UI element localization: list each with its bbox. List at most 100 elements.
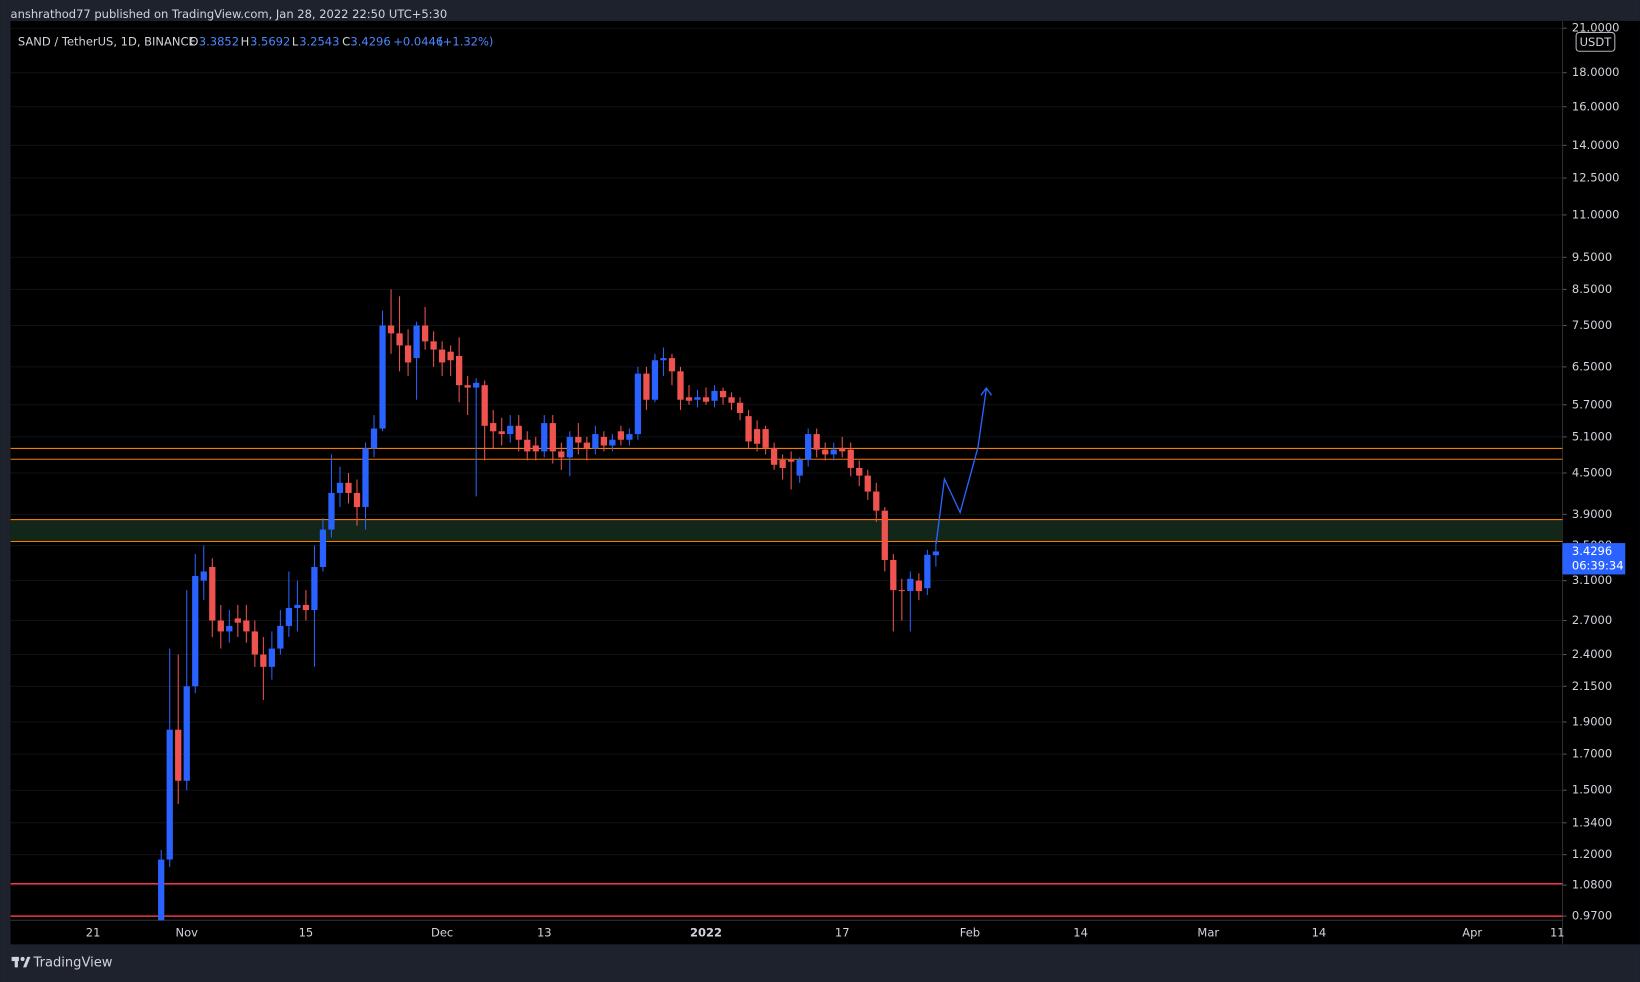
candle-body: [481, 385, 488, 426]
legend-high: 3.5692: [250, 34, 290, 48]
y-tick-label: 8.5000: [1572, 282, 1612, 296]
candle-body: [234, 618, 241, 623]
candle-body: [413, 325, 420, 359]
currency-box[interactable]: [1575, 31, 1616, 52]
candle-body: [907, 578, 914, 592]
last-price: 3.4296: [1572, 544, 1612, 558]
candle-body: [515, 425, 522, 440]
y-tick-label: 9.5000: [1572, 250, 1612, 264]
x-tick-label: Dec: [431, 925, 453, 939]
candle-body: [753, 429, 761, 444]
candle-body: [217, 620, 224, 632]
y-tick-label: 4.5000: [1572, 466, 1612, 480]
candle-body: [668, 358, 676, 372]
legend-low: 3.2543: [299, 34, 339, 48]
publish-info: anshrathod77 published on TradingView.co…: [11, 7, 448, 21]
y-tick-label: 6.5000: [1572, 359, 1612, 373]
x-tick-label: 21: [86, 925, 101, 939]
candle-body: [192, 576, 199, 687]
candle-body: [881, 510, 888, 560]
x-tick-label: Nov: [176, 925, 199, 939]
currency[interactable]: USDT: [1580, 35, 1613, 49]
candle-body: [345, 482, 352, 493]
candle-body: [873, 491, 880, 511]
y-tick-label: 3.9000: [1572, 507, 1612, 521]
candle-body: [260, 654, 267, 667]
last-price-box: [1562, 543, 1626, 575]
countdown: 06:39:34: [1572, 559, 1624, 573]
candle-body: [736, 402, 744, 413]
candle-body: [379, 325, 386, 429]
y-tick-label: 1.9000: [1572, 714, 1612, 728]
legend-close: 3.4296: [350, 34, 390, 48]
candle-body: [507, 425, 514, 435]
y-tick-label: 2.4000: [1572, 647, 1612, 661]
candle-body: [575, 436, 582, 443]
legend-key: O: [189, 34, 198, 48]
candle-body: [694, 397, 701, 400]
x-tick-label: 2022: [690, 925, 722, 939]
candle-body: [430, 341, 437, 350]
arrow-head: [980, 386, 993, 396]
candle-body: [711, 390, 718, 401]
candle-body: [779, 459, 786, 468]
candle-body: [796, 459, 803, 476]
y-tick-label: 2.7000: [1572, 613, 1612, 627]
brand-logo: [11, 956, 31, 968]
candle-body: [277, 625, 284, 649]
candle-body: [285, 607, 293, 626]
candle-body: [158, 859, 165, 921]
y-tick-label: 11.0000: [1572, 207, 1620, 221]
projection-arrow: [935, 388, 987, 544]
x-tick-label: 14: [1312, 925, 1327, 939]
candle-body: [336, 482, 344, 493]
candle-body: [626, 434, 633, 440]
plot-background: [10, 20, 1640, 945]
y-tick-label: 2.1500: [1572, 679, 1612, 693]
candle-body: [464, 385, 471, 388]
candle-body: [311, 566, 318, 611]
y-tick-label: 1.0800: [1572, 878, 1612, 892]
candle-body: [685, 397, 693, 401]
candle-body: [421, 325, 429, 342]
plot: [10, 289, 1563, 921]
candle-body: [268, 648, 276, 667]
y-tick-label: 0.9700: [1572, 909, 1612, 923]
candle-body: [294, 604, 301, 608]
x-tick-label: 14: [1073, 925, 1088, 939]
candle-body: [226, 625, 233, 632]
y-tick-label: 14.0000: [1572, 138, 1620, 152]
candle-body: [634, 373, 642, 435]
candle-body: [387, 325, 395, 334]
candle-body: [362, 448, 369, 508]
x-tick-label: 15: [299, 925, 314, 939]
candle-body: [924, 554, 931, 589]
x-tick-label: Mar: [1197, 925, 1219, 939]
candle-body: [302, 604, 310, 611]
candle-body: [592, 434, 599, 449]
candle-body: [813, 434, 820, 450]
y-tick-label: 12.5000: [1572, 171, 1620, 185]
legend-change-pct: (+1.32%): [438, 34, 493, 48]
candle-body: [600, 436, 608, 446]
y-tick-label: 1.5000: [1572, 783, 1612, 797]
y-tick-label: 5.1000: [1572, 429, 1612, 443]
candle-body: [651, 360, 659, 400]
candle-body: [566, 436, 573, 458]
x-tick-label: 13: [537, 925, 552, 939]
candle-body: [524, 439, 531, 452]
legend-key: L: [292, 34, 299, 48]
candle-body: [643, 373, 650, 400]
y-tick-label: 1.7000: [1572, 747, 1612, 761]
candle-body: [498, 431, 505, 435]
candle-body: [788, 459, 795, 462]
candle-body: [805, 434, 812, 460]
y-tick-label: 1.2000: [1572, 847, 1612, 861]
candle-body: [583, 442, 590, 449]
candle-body: [932, 551, 940, 556]
candle-body: [915, 580, 922, 592]
candle-body: [541, 423, 548, 452]
candle-body: [830, 449, 837, 455]
